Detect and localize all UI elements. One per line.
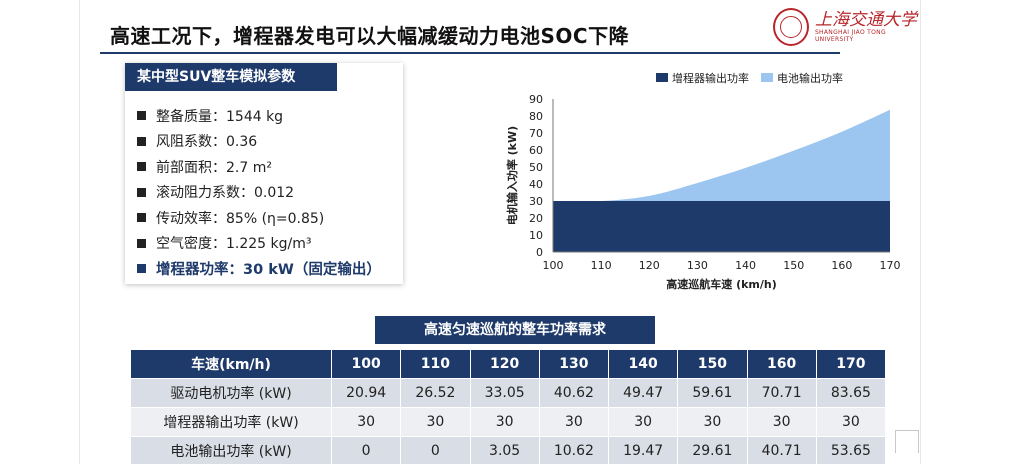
- table-header-cell: 130: [538, 349, 610, 379]
- square-bullet-icon: [137, 238, 146, 248]
- table-cell: 30: [538, 407, 610, 437]
- series-area-range-extender: [553, 201, 890, 252]
- university-logo: 上海交通大学 SHANGHAI JIAO TONG UNIVERSITY: [773, 8, 920, 46]
- table-cell: 59.61: [677, 378, 748, 408]
- table-cell: 83.65: [815, 378, 887, 408]
- table-cell: 20.94: [330, 378, 402, 408]
- parameters-heading: 某中型SUV整车模拟参数: [125, 63, 337, 91]
- power-area-chart: 0 10 20 30 40 50 60 70 80 90 100 110 120 130 140 150 160…: [420, 60, 910, 305]
- square-bullet-icon: [137, 111, 146, 121]
- table-cell: 30: [746, 407, 817, 437]
- x-tick-label: 160: [831, 259, 852, 272]
- legend-swatch-battery: [761, 73, 773, 82]
- corner-decoration: [895, 430, 919, 453]
- parameter-item-highlight: 增程器功率：30 kW（固定输出）: [137, 256, 381, 282]
- table-cell: 53.65: [815, 436, 887, 464]
- parameter-item: 前部面积：2.7 m²: [137, 154, 381, 180]
- table-cell: 26.52: [400, 378, 471, 408]
- y-tick-label: 10: [529, 229, 543, 242]
- table-header-cell: 170: [815, 349, 887, 379]
- table-row-label: 电池输出功率 (kW): [130, 436, 332, 464]
- table-row: 驱动电机功率 (kW) 20.94 26.52 33.05 40.62 49.4…: [130, 378, 887, 408]
- parameters-list: 整备质量：1544 kg 风阻系数：0.36 前部面积：2.7 m² 滚动阻力系…: [137, 103, 381, 282]
- y-axis-title: 电机输入功率 (kW): [505, 126, 519, 225]
- table-row: 增程器输出功率 (kW) 30 30 30 30 30 30 30 30: [130, 407, 887, 437]
- table-cell: 30: [469, 407, 540, 437]
- legend-label-battery: 电池输出功率: [777, 71, 843, 85]
- square-bullet-icon: [137, 187, 146, 197]
- y-tick-label: 50: [529, 161, 543, 174]
- slide: 高速工况下，增程器发电可以大幅减缓动力电池SOC下降 上海交通大学 SHANGH…: [80, 0, 920, 464]
- title-divider: [100, 52, 840, 54]
- logo-chinese-name: 上海交通大学: [814, 10, 917, 30]
- slide-title: 高速工况下，增程器发电可以大幅减缓动力电池SOC下降: [110, 24, 630, 48]
- table-header-row: 车速(km/h) 100 110 120 130 140 150 160 170: [130, 349, 887, 379]
- x-tick-label: 110: [591, 259, 612, 272]
- table-header-cell: 100: [330, 349, 402, 379]
- power-table: 车速(km/h) 100 110 120 130 140 150 160 170…: [130, 349, 887, 464]
- table-row-label: 增程器输出功率 (kW): [130, 407, 332, 437]
- legend-label-range-extender: 增程器输出功率: [672, 71, 749, 85]
- table-cell: 30: [330, 407, 402, 437]
- square-bullet-icon: [137, 264, 146, 274]
- y-tick-label: 60: [529, 144, 543, 157]
- table-cell: 0: [400, 436, 471, 464]
- table-cell: 19.47: [607, 436, 679, 464]
- table-cell: 29.61: [677, 436, 748, 464]
- logo-english-name: SHANGHAI JIAO TONG UNIVERSITY: [814, 29, 886, 43]
- table-cell: 0: [330, 436, 402, 464]
- table-header-cell: 150: [677, 349, 748, 379]
- table-header-cell: 160: [746, 349, 817, 379]
- table-row-label: 驱动电机功率 (kW): [130, 378, 332, 408]
- x-tick-label: 170: [880, 259, 901, 272]
- y-tick-label: 20: [529, 212, 543, 225]
- table-cell: 33.05: [469, 378, 540, 408]
- y-tick-label: 80: [529, 110, 543, 123]
- series-area-battery: [553, 109, 890, 202]
- parameter-item: 风阻系数：0.36: [137, 129, 381, 155]
- chart-svg: 0 10 20 30 40 50 60 70 80 90 100 110 120 130 140 150 160…: [505, 71, 901, 291]
- table-cell: 70.71: [746, 378, 817, 408]
- table-header-cell: 车速(km/h): [130, 349, 332, 379]
- parameter-item: 传动效率：85% (η=0.85): [137, 205, 381, 231]
- square-bullet-icon: [137, 162, 146, 172]
- table-cell: 40.71: [746, 436, 817, 464]
- parameter-item: 空气密度：1.225 kg/m³: [137, 231, 381, 257]
- x-tick-label: 100: [543, 259, 564, 272]
- university-seal-icon: [773, 8, 809, 46]
- x-tick-label: 150: [783, 259, 804, 272]
- legend-swatch-range-extender: [656, 73, 668, 82]
- table-cell: 3.05: [469, 436, 540, 464]
- parameter-item: 整备质量：1544 kg: [137, 103, 381, 129]
- y-tick-label: 40: [529, 178, 543, 191]
- y-tick-label: 0: [536, 246, 543, 259]
- table-header-cell: 140: [607, 349, 679, 379]
- parameters-card: 某中型SUV整车模拟参数 整备质量：1544 kg 风阻系数：0.36 前部面积…: [125, 63, 403, 284]
- x-tick-label: 130: [687, 259, 708, 272]
- parameter-item: 滚动阻力系数：0.012: [137, 180, 381, 206]
- table-cell: 30: [607, 407, 679, 437]
- table-header-cell: 110: [400, 349, 471, 379]
- x-tick-label: 140: [735, 259, 756, 272]
- y-tick-label: 90: [529, 93, 543, 106]
- table-cell: 30: [815, 407, 887, 437]
- y-tick-label: 30: [529, 195, 543, 208]
- square-bullet-icon: [137, 136, 146, 146]
- table-cell: 30: [677, 407, 748, 437]
- x-axis-title: 高速巡航车速 (km/h): [666, 277, 777, 291]
- y-tick-label: 70: [529, 127, 543, 140]
- square-bullet-icon: [137, 213, 146, 223]
- table-cell: 30: [400, 407, 471, 437]
- table-cell: 40.62: [538, 378, 610, 408]
- table-cell: 49.47: [607, 378, 679, 408]
- table-title: 高速匀速巡航的整车功率需求: [375, 316, 655, 344]
- table-row: 电池输出功率 (kW) 0 0 3.05 10.62 19.47 29.61 4…: [130, 436, 887, 464]
- table-header-cell: 120: [469, 349, 540, 379]
- x-tick-label: 120: [639, 259, 660, 272]
- table-cell: 10.62: [538, 436, 610, 464]
